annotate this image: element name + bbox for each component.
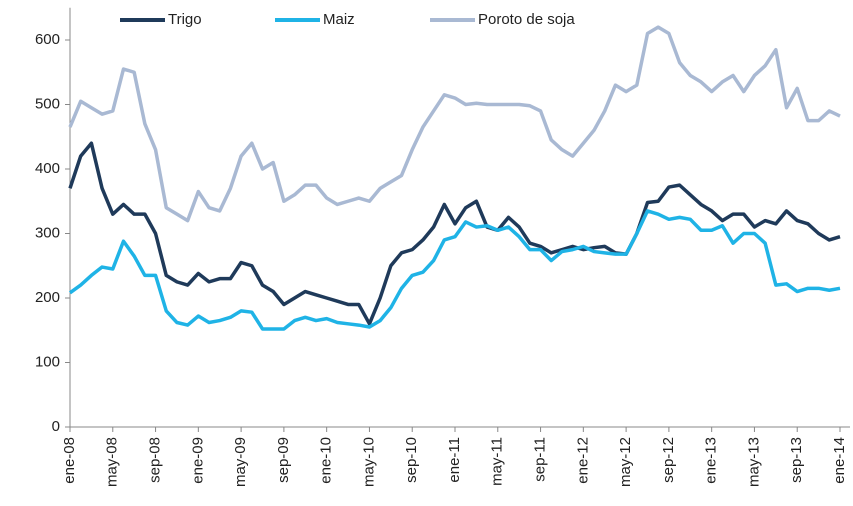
y-tick-label: 200 xyxy=(35,289,60,306)
legend-label: Trigo xyxy=(168,11,202,28)
x-tick-label: ene-10 xyxy=(318,437,335,484)
x-tick-label: ene-08 xyxy=(61,437,78,484)
x-tick-label: ene-12 xyxy=(574,437,591,484)
series-line xyxy=(68,141,841,326)
x-tick-label: sep-10 xyxy=(403,437,420,483)
x-tick-label: sep-13 xyxy=(788,437,805,483)
y-tick-label: 0 xyxy=(52,418,60,435)
y-tick-label: 400 xyxy=(35,160,60,177)
series-line xyxy=(68,25,841,223)
x-tick-label: sep-09 xyxy=(275,437,292,483)
x-tick-label: may-11 xyxy=(489,437,506,486)
legend-label: Poroto de soja xyxy=(478,11,575,28)
legend-label: Maiz xyxy=(323,11,355,28)
x-tick-label: may-13 xyxy=(745,437,762,487)
x-tick-label: ene-11 xyxy=(446,437,463,483)
x-tick-label: may-08 xyxy=(104,437,121,487)
y-tick-label: 100 xyxy=(35,353,60,370)
y-tick-label: 300 xyxy=(35,224,60,241)
x-tick-label: ene-13 xyxy=(703,437,720,484)
y-tick-label: 500 xyxy=(35,95,60,112)
x-tick-label: sep-08 xyxy=(147,437,164,483)
x-tick-label: ene-14 xyxy=(831,437,848,484)
x-tick-label: may-09 xyxy=(232,437,249,487)
x-tick-label: sep-12 xyxy=(660,437,677,483)
x-tick-label: ene-09 xyxy=(189,437,206,484)
x-tick-label: sep-11 xyxy=(532,437,549,482)
series-line xyxy=(68,209,841,331)
x-tick-label: may-10 xyxy=(360,437,377,487)
y-tick-label: 600 xyxy=(35,31,60,48)
x-tick-label: may-12 xyxy=(617,437,634,487)
